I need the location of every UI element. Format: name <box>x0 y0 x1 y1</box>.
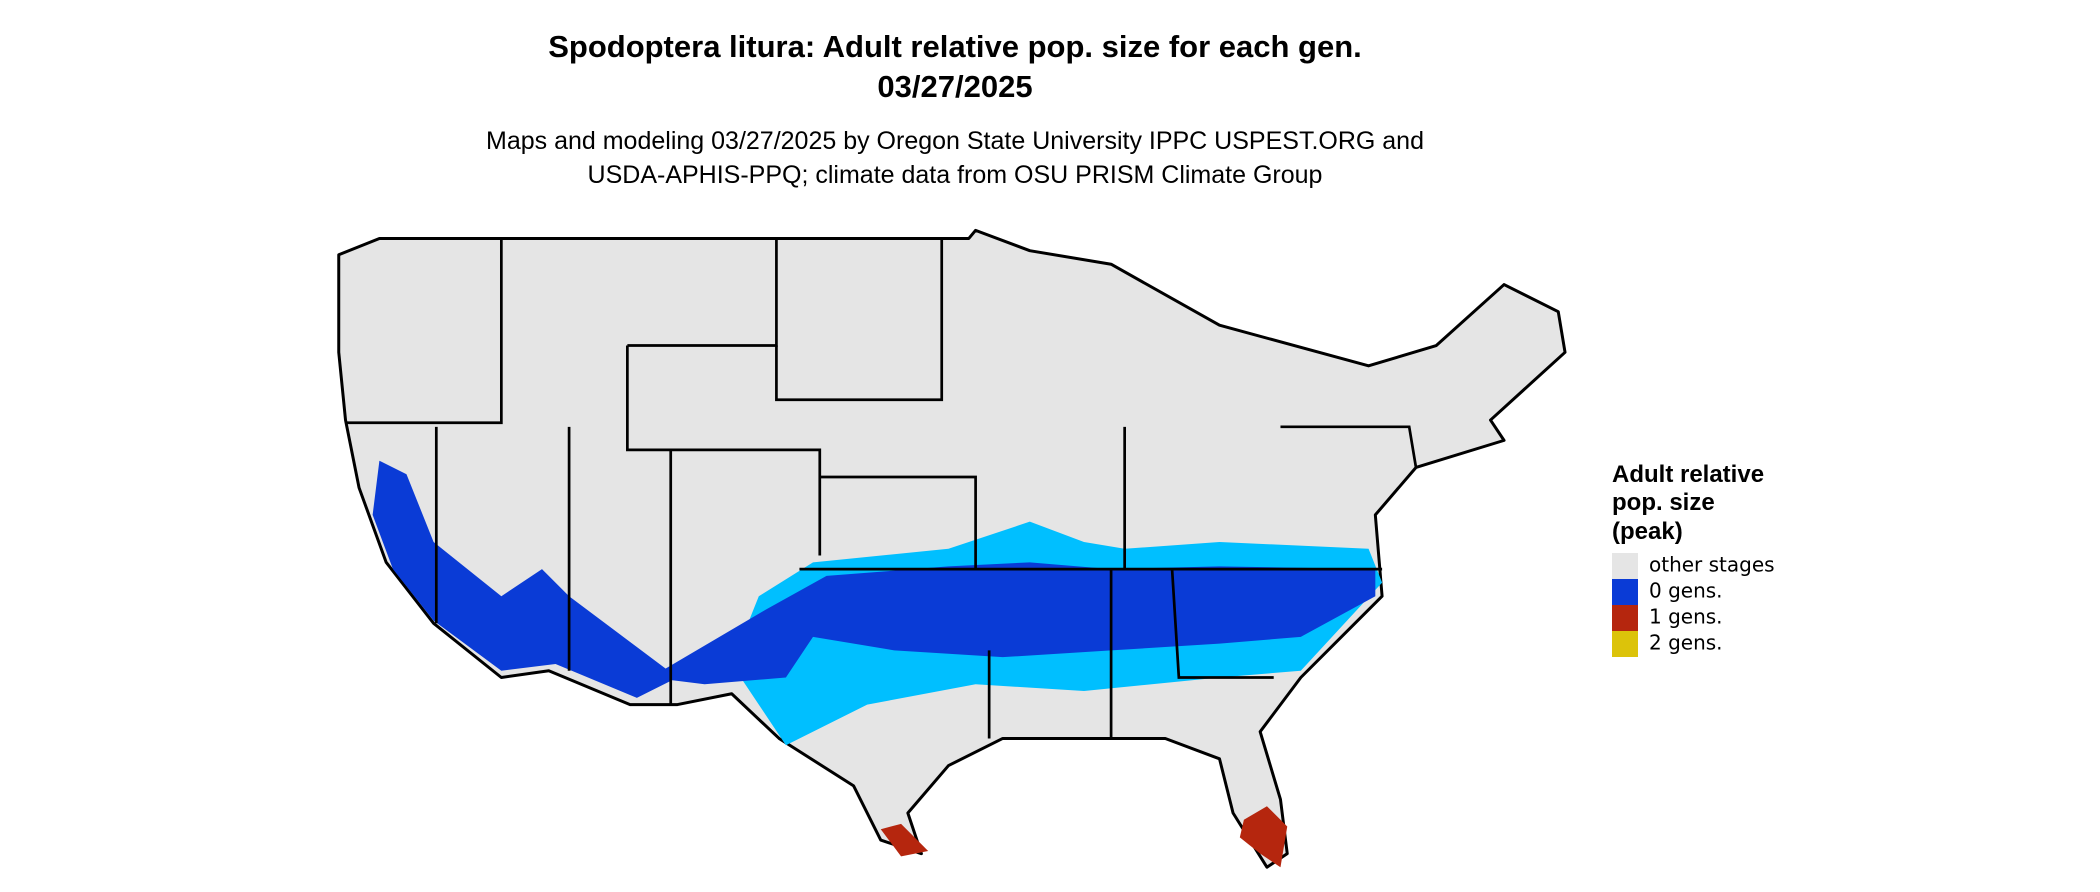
region-1-gens <box>880 823 929 857</box>
border <box>627 238 778 347</box>
legend-title: (peak) <box>1612 518 1683 545</box>
border <box>345 238 503 425</box>
legend-title: Adult relative <box>1612 461 1764 488</box>
map <box>337 228 1567 869</box>
legend-label: other stages <box>1649 553 1775 577</box>
border <box>775 238 944 402</box>
region-1-gens <box>1239 806 1288 868</box>
border <box>819 475 977 570</box>
subtitle: Maps and modeling 03/27/2025 by Oregon S… <box>486 127 1424 155</box>
legend-title: pop. size <box>1612 489 1715 516</box>
title: 03/27/2025 <box>877 69 1032 104</box>
region-0-gens <box>372 460 678 698</box>
title: Spodoptera litura: Adult relative pop. s… <box>548 29 1362 64</box>
legend-label: 0 gens. <box>1649 579 1723 603</box>
legend-label: 1 gens. <box>1649 605 1723 629</box>
legend-swatch <box>1612 631 1638 657</box>
legend-swatch <box>1612 605 1638 631</box>
border <box>1170 569 1274 679</box>
legend-label: 2 gens. <box>1649 631 1723 655</box>
state-borders <box>345 238 1418 739</box>
subtitle: USDA-APHIS-PPQ; climate data from OSU PR… <box>588 161 1323 189</box>
border <box>626 345 822 556</box>
region-0-gens <box>650 562 1376 685</box>
border <box>1280 425 1418 468</box>
legend-swatch <box>1612 553 1638 579</box>
legend-swatch <box>1612 579 1638 605</box>
